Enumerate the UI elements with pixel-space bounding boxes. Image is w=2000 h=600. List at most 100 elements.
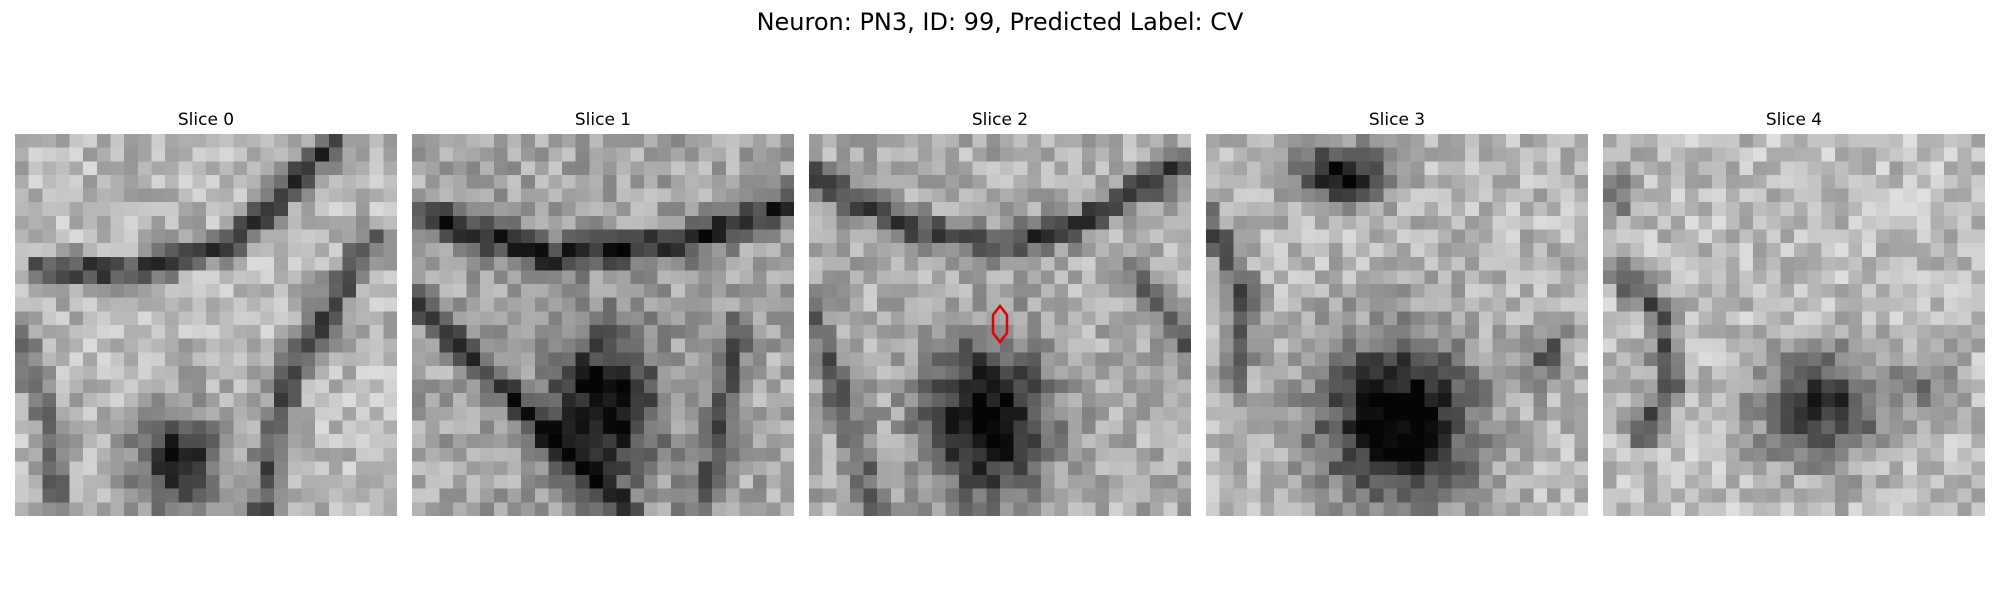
image-pixel bbox=[192, 202, 207, 217]
image-pixel bbox=[725, 325, 740, 339]
image-pixel bbox=[521, 202, 536, 217]
image-pixel bbox=[836, 461, 851, 476]
image-pixel bbox=[1451, 243, 1466, 258]
image-pixel bbox=[1903, 215, 1918, 230]
image-pixel bbox=[1616, 215, 1631, 230]
image-pixel bbox=[766, 338, 781, 353]
image-pixel bbox=[315, 447, 330, 462]
image-pixel bbox=[643, 202, 658, 217]
image-pixel bbox=[1342, 311, 1357, 326]
image-pixel bbox=[1519, 297, 1534, 312]
image-pixel bbox=[425, 447, 440, 462]
image-pixel bbox=[178, 256, 193, 271]
image-pixel bbox=[1000, 134, 1014, 148]
image-pixel bbox=[15, 352, 29, 367]
image-pixel bbox=[1000, 215, 1014, 230]
image-pixel bbox=[1287, 229, 1302, 244]
image-pixel bbox=[1492, 325, 1507, 339]
image-pixel bbox=[412, 406, 426, 421]
image-pixel bbox=[698, 420, 713, 435]
image-pixel bbox=[425, 188, 440, 203]
image-pixel bbox=[1643, 229, 1658, 244]
image-pixel bbox=[219, 475, 234, 489]
image-pixel bbox=[1739, 475, 1754, 489]
image-pixel bbox=[1766, 134, 1781, 148]
image-pixel bbox=[83, 365, 98, 380]
image-pixel bbox=[643, 174, 658, 189]
image-pixel bbox=[192, 406, 207, 421]
image-pixel bbox=[1233, 502, 1248, 516]
image-pixel bbox=[863, 475, 878, 489]
image-pixel bbox=[1356, 461, 1370, 476]
image-pixel bbox=[1109, 161, 1124, 176]
image-pixel bbox=[1698, 134, 1713, 148]
image-pixel bbox=[1369, 147, 1384, 162]
image-pixel bbox=[521, 325, 536, 339]
image-pixel bbox=[192, 379, 207, 394]
image-pixel bbox=[301, 134, 316, 148]
slice-title: Slice 3 bbox=[1368, 110, 1426, 130]
image-pixel bbox=[1506, 243, 1521, 258]
image-pixel bbox=[1916, 325, 1931, 339]
image-pixel bbox=[1643, 243, 1658, 258]
image-pixel bbox=[603, 488, 617, 503]
image-pixel bbox=[1163, 393, 1178, 408]
image-pixel bbox=[342, 365, 357, 380]
image-pixel bbox=[809, 174, 823, 189]
image-pixel bbox=[822, 270, 837, 285]
image-pixel bbox=[151, 256, 166, 271]
image-pixel bbox=[1478, 270, 1493, 285]
image-pixel bbox=[643, 188, 658, 203]
image-pixel bbox=[1834, 338, 1849, 353]
image-pixel bbox=[836, 256, 851, 271]
image-pixel bbox=[1492, 270, 1507, 285]
image-pixel bbox=[15, 406, 29, 421]
image-pixel bbox=[1246, 352, 1261, 367]
image-pixel bbox=[369, 134, 384, 148]
image-pixel bbox=[1233, 202, 1248, 217]
image-pixel bbox=[809, 379, 823, 394]
image-pixel bbox=[1794, 215, 1808, 230]
image-pixel bbox=[753, 256, 767, 271]
image-pixel bbox=[1287, 365, 1302, 380]
image-pixel bbox=[412, 461, 426, 476]
image-pixel bbox=[890, 256, 905, 271]
slice-title: Slice 0 bbox=[177, 110, 235, 130]
image-pixel bbox=[534, 365, 549, 380]
image-pixel bbox=[246, 420, 261, 435]
image-pixel bbox=[945, 147, 960, 162]
image-pixel bbox=[1903, 161, 1918, 176]
image-pixel bbox=[849, 393, 864, 408]
image-pixel bbox=[1424, 379, 1439, 394]
image-pixel bbox=[1780, 270, 1795, 285]
image-pixel bbox=[1848, 379, 1863, 394]
image-pixel bbox=[1054, 352, 1069, 367]
image-pixel bbox=[383, 502, 397, 516]
image-pixel bbox=[863, 420, 878, 435]
image-pixel bbox=[1054, 338, 1069, 353]
image-pixel bbox=[1547, 243, 1561, 258]
image-pixel bbox=[890, 297, 905, 312]
image-pixel bbox=[1163, 447, 1178, 462]
image-pixel bbox=[1068, 270, 1083, 285]
image-pixel bbox=[1287, 174, 1302, 189]
image-pixel bbox=[1574, 202, 1588, 217]
image-pixel bbox=[1150, 147, 1164, 162]
image-pixel bbox=[1095, 420, 1110, 435]
image-pixel bbox=[1862, 297, 1877, 312]
image-pixel bbox=[1807, 188, 1822, 203]
image-pixel bbox=[287, 447, 302, 462]
image-pixel bbox=[1177, 406, 1191, 421]
image-pixel bbox=[83, 475, 98, 489]
image-pixel bbox=[178, 174, 193, 189]
image-pixel bbox=[1424, 434, 1439, 449]
image-pixel bbox=[616, 475, 631, 489]
image-pixel bbox=[1657, 134, 1672, 148]
image-pixel bbox=[1068, 461, 1083, 476]
image-pixel bbox=[1903, 147, 1918, 162]
image-pixel bbox=[1219, 365, 1234, 380]
image-pixel bbox=[972, 147, 987, 162]
image-pixel bbox=[1794, 352, 1808, 367]
image-pixel bbox=[1574, 147, 1588, 162]
image-pixel bbox=[1301, 365, 1316, 380]
